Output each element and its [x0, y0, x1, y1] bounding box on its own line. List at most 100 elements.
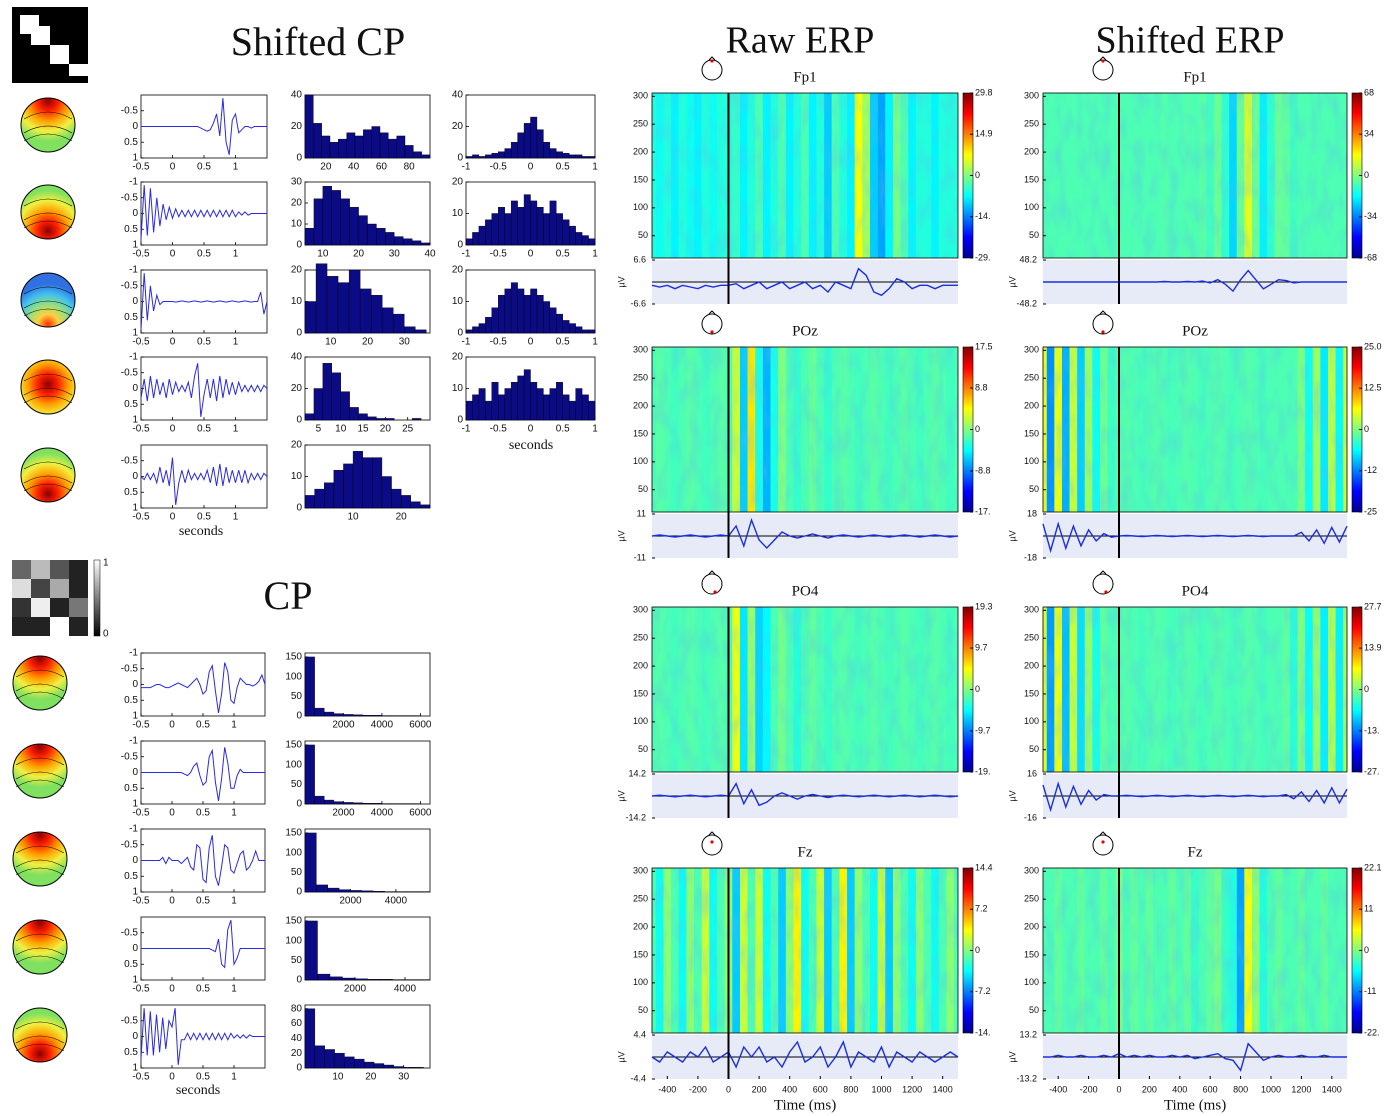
histogram-bar [517, 375, 525, 421]
y-tick-label: -13.2 [1016, 1073, 1037, 1083]
histogram-bar [472, 326, 480, 334]
histogram-bar [575, 326, 583, 334]
y-tick-label: 50 [1029, 744, 1039, 754]
unit-label: µV [1007, 790, 1017, 801]
topomap [20, 359, 76, 415]
topomap-contour [15, 1021, 65, 1030]
y-tick-label: 1 [132, 975, 138, 986]
unit-label: µV [1007, 1051, 1017, 1062]
y-tick-label: 20 [291, 383, 303, 394]
x-tick-label: 1 [233, 512, 239, 523]
y-tick-label: 0 [296, 240, 302, 251]
waveform-line [140, 363, 268, 417]
histogram-bar [367, 416, 377, 421]
heatmap-texture [652, 93, 958, 258]
y-tick-label: 0 [296, 153, 302, 164]
y-tick-label: 0.5 [124, 695, 138, 706]
histogram-bar [404, 145, 414, 159]
histogram-bar [343, 714, 354, 717]
histogram-bar [391, 488, 402, 509]
y-tick-label: 0 [132, 383, 138, 394]
y-tick-label: 50 [638, 484, 648, 494]
histogram-bar [362, 457, 373, 509]
colorbar-tick-label: 34 [1364, 129, 1374, 139]
colorbar-tick-label: 0 [1364, 945, 1369, 955]
cp-title: CP [264, 573, 313, 618]
histogram-bar [343, 802, 354, 805]
topomap-outline [12, 831, 68, 887]
head-nose [708, 831, 716, 836]
electrode-dot [713, 590, 717, 594]
waveform-line [140, 185, 267, 239]
topomap-contour [23, 395, 73, 404]
topomap-contour [23, 111, 73, 120]
erp-trace [1042, 781, 1348, 813]
x-tick-label: 0.5 [196, 896, 210, 907]
topomap-head [13, 920, 67, 974]
topomap-contour [15, 867, 65, 876]
y-tick-label: 0 [132, 855, 138, 866]
histogram-bar [304, 413, 315, 421]
y-tick-label: 1 [132, 887, 138, 898]
histogram-bar [491, 213, 499, 246]
colorbar-tick-label: -11 [1364, 986, 1376, 996]
head-icon [701, 313, 723, 335]
heatmap-frame [651, 346, 959, 513]
histogram-bar [388, 138, 397, 159]
x-tick-label: 0.5 [196, 1072, 210, 1083]
colorbar-tick-label: 25.0 [1364, 341, 1382, 351]
histogram-bar [411, 418, 422, 421]
topomap-contour [15, 691, 65, 700]
histogram-bar [372, 803, 383, 805]
x-tick-label: 2000 [332, 720, 355, 731]
histogram-bar [549, 200, 557, 246]
topomap-contour [23, 308, 73, 317]
x-tick-label: 40 [348, 162, 360, 173]
histogram-bar [358, 215, 368, 246]
colorbar-tick-label: -19. [975, 766, 991, 776]
heatmap-texture [1043, 347, 1347, 512]
histogram-bar [314, 707, 325, 717]
histogram-bar [530, 288, 538, 334]
head-icon [701, 573, 723, 595]
electrode-dot [710, 59, 714, 63]
x-tick-label: 1 [233, 337, 239, 348]
histogram-bar [322, 363, 332, 421]
histogram-bar [367, 223, 377, 246]
colorbar-tick-label: -29. [975, 252, 991, 262]
y-tick-label: -0.5 [121, 105, 139, 116]
histogram-bar [588, 329, 596, 334]
electrode-dot [1104, 590, 1108, 594]
y-tick-label: 300 [1024, 605, 1039, 615]
x-tick-label: 0 [169, 720, 175, 731]
histogram-bar [314, 1045, 325, 1069]
heatmap-texture [652, 868, 958, 1033]
histogram-bar [543, 142, 551, 159]
x-tick-label: 0.5 [196, 720, 210, 731]
histogram-bar [326, 276, 339, 334]
head-nose [1099, 570, 1107, 575]
topomap-outline [12, 743, 68, 799]
x-tick-label: 80 [404, 162, 416, 173]
electrode-dot [1101, 59, 1105, 63]
histogram-bar [331, 190, 341, 246]
topomap-contour [23, 373, 73, 382]
colorbar-tick-label: 0 [975, 170, 980, 180]
histogram-bar [549, 148, 557, 159]
x-tick-label: 2000 [339, 896, 362, 907]
histogram-bar [420, 242, 431, 246]
y-tick-label: -48.2 [1016, 298, 1037, 308]
histogram-bar [556, 313, 563, 334]
unit-label: µV [616, 1051, 626, 1062]
histogram-bar [333, 801, 344, 805]
histogram-bar [382, 307, 394, 334]
histogram-bar [485, 219, 493, 246]
y-tick-label: 0.5 [124, 399, 138, 410]
histogram-bar [349, 407, 359, 421]
y-tick-label: 50 [291, 779, 303, 790]
histogram-bar [517, 132, 525, 159]
histogram-bar [362, 803, 373, 805]
y-tick-label: 0 [457, 240, 463, 251]
y-tick-label: 0.5 [124, 1047, 138, 1058]
histogram-bar [361, 890, 374, 893]
